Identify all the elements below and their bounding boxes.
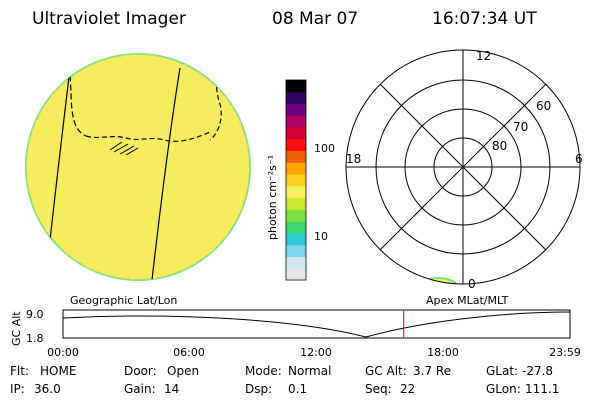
colorbar-segment	[286, 185, 306, 199]
door-label: Door:	[124, 364, 157, 378]
glat-label: GLat:	[486, 364, 518, 378]
status-panel: Flt: HOME Door: Open Mode: Normal GC Alt…	[10, 364, 559, 396]
polar-label-6: 6	[575, 152, 583, 166]
glat-value: -27.8	[522, 364, 553, 378]
seq-label: Seq:	[365, 382, 392, 396]
tick-1200: 12:00	[300, 346, 332, 359]
colorbar-segment	[286, 91, 306, 105]
glon-label: GLon:	[486, 382, 521, 396]
tick-1800: 18:00	[427, 346, 459, 359]
tick-0000: 00:00	[47, 346, 79, 359]
colorbar-unit-label: photon cm⁻²s⁻¹	[266, 155, 279, 240]
app-title: Ultraviolet Imager	[32, 9, 186, 29]
colorbar-segment	[286, 80, 306, 93]
earth-image	[25, 53, 251, 281]
gc-alt-axis-label: GC Alt	[10, 311, 23, 346]
apex-title: Apex MLat/MLT	[426, 294, 509, 307]
color-scale-bar: 100 10 photon cm⁻²s⁻¹	[266, 79, 335, 281]
gain-label: Gain:	[124, 382, 156, 396]
colorbar-segment	[286, 232, 306, 246]
seq-value: 22	[400, 382, 415, 396]
polar-label-0: 0	[468, 277, 476, 291]
polar-label-60: 60	[536, 99, 551, 113]
y-max-label: 9.0	[26, 308, 44, 321]
orbit-timeline: Geographic Lat/Lon Apex MLat/MLT GC Alt …	[10, 294, 581, 359]
colorbar-segment	[286, 197, 306, 210]
polar-plot: 12 6 18 0 60 70 80	[345, 49, 583, 291]
mode-label: Mode:	[245, 364, 282, 378]
door-value: Open	[167, 364, 199, 378]
altitude-curve	[62, 311, 571, 338]
y-min-label: 1.8	[26, 332, 44, 345]
gain-value: 14	[164, 382, 179, 396]
colorbar-segment	[286, 115, 306, 128]
ip-value: 36.0	[34, 382, 61, 396]
dsp-value: 0.1	[288, 382, 307, 396]
colorbar-segment	[286, 138, 306, 152]
tick-0600: 06:00	[173, 346, 205, 359]
colorbar-segment	[286, 209, 306, 222]
colorbar-segment	[286, 221, 306, 234]
colorbar-segment	[286, 127, 306, 140]
flt-value: HOME	[40, 364, 76, 378]
date-label: 08 Mar 07	[272, 9, 358, 29]
colorbar-segment	[286, 244, 306, 257]
gc-alt-label: GC Alt:	[365, 364, 407, 378]
colorbar-segment	[286, 256, 306, 269]
gc-alt-value: 3.7 Re	[413, 364, 451, 378]
colorbar-segment	[286, 268, 306, 281]
glon-value: 111.1	[525, 382, 559, 396]
colorbar-segment	[286, 162, 306, 175]
ip-label: IP:	[10, 382, 25, 396]
polar-label-18: 18	[346, 152, 361, 166]
colorbar-tick-100: 100	[314, 142, 335, 155]
mode-value: Normal	[288, 364, 331, 378]
polar-label-12: 12	[476, 49, 491, 63]
tick-2359: 23:59	[549, 346, 581, 359]
flt-label: Flt:	[10, 364, 29, 378]
colorbar-segment	[286, 174, 306, 187]
time-label: 16:07:34 UT	[432, 9, 537, 29]
polar-label-70: 70	[513, 120, 528, 134]
colorbar-tick-10: 10	[314, 230, 328, 243]
dsp-label: Dsp:	[245, 382, 272, 396]
polar-label-80: 80	[492, 139, 507, 153]
colorbar-segment	[286, 150, 306, 163]
colorbar-segment	[286, 103, 306, 116]
geographic-title: Geographic Lat/Lon	[70, 294, 177, 307]
